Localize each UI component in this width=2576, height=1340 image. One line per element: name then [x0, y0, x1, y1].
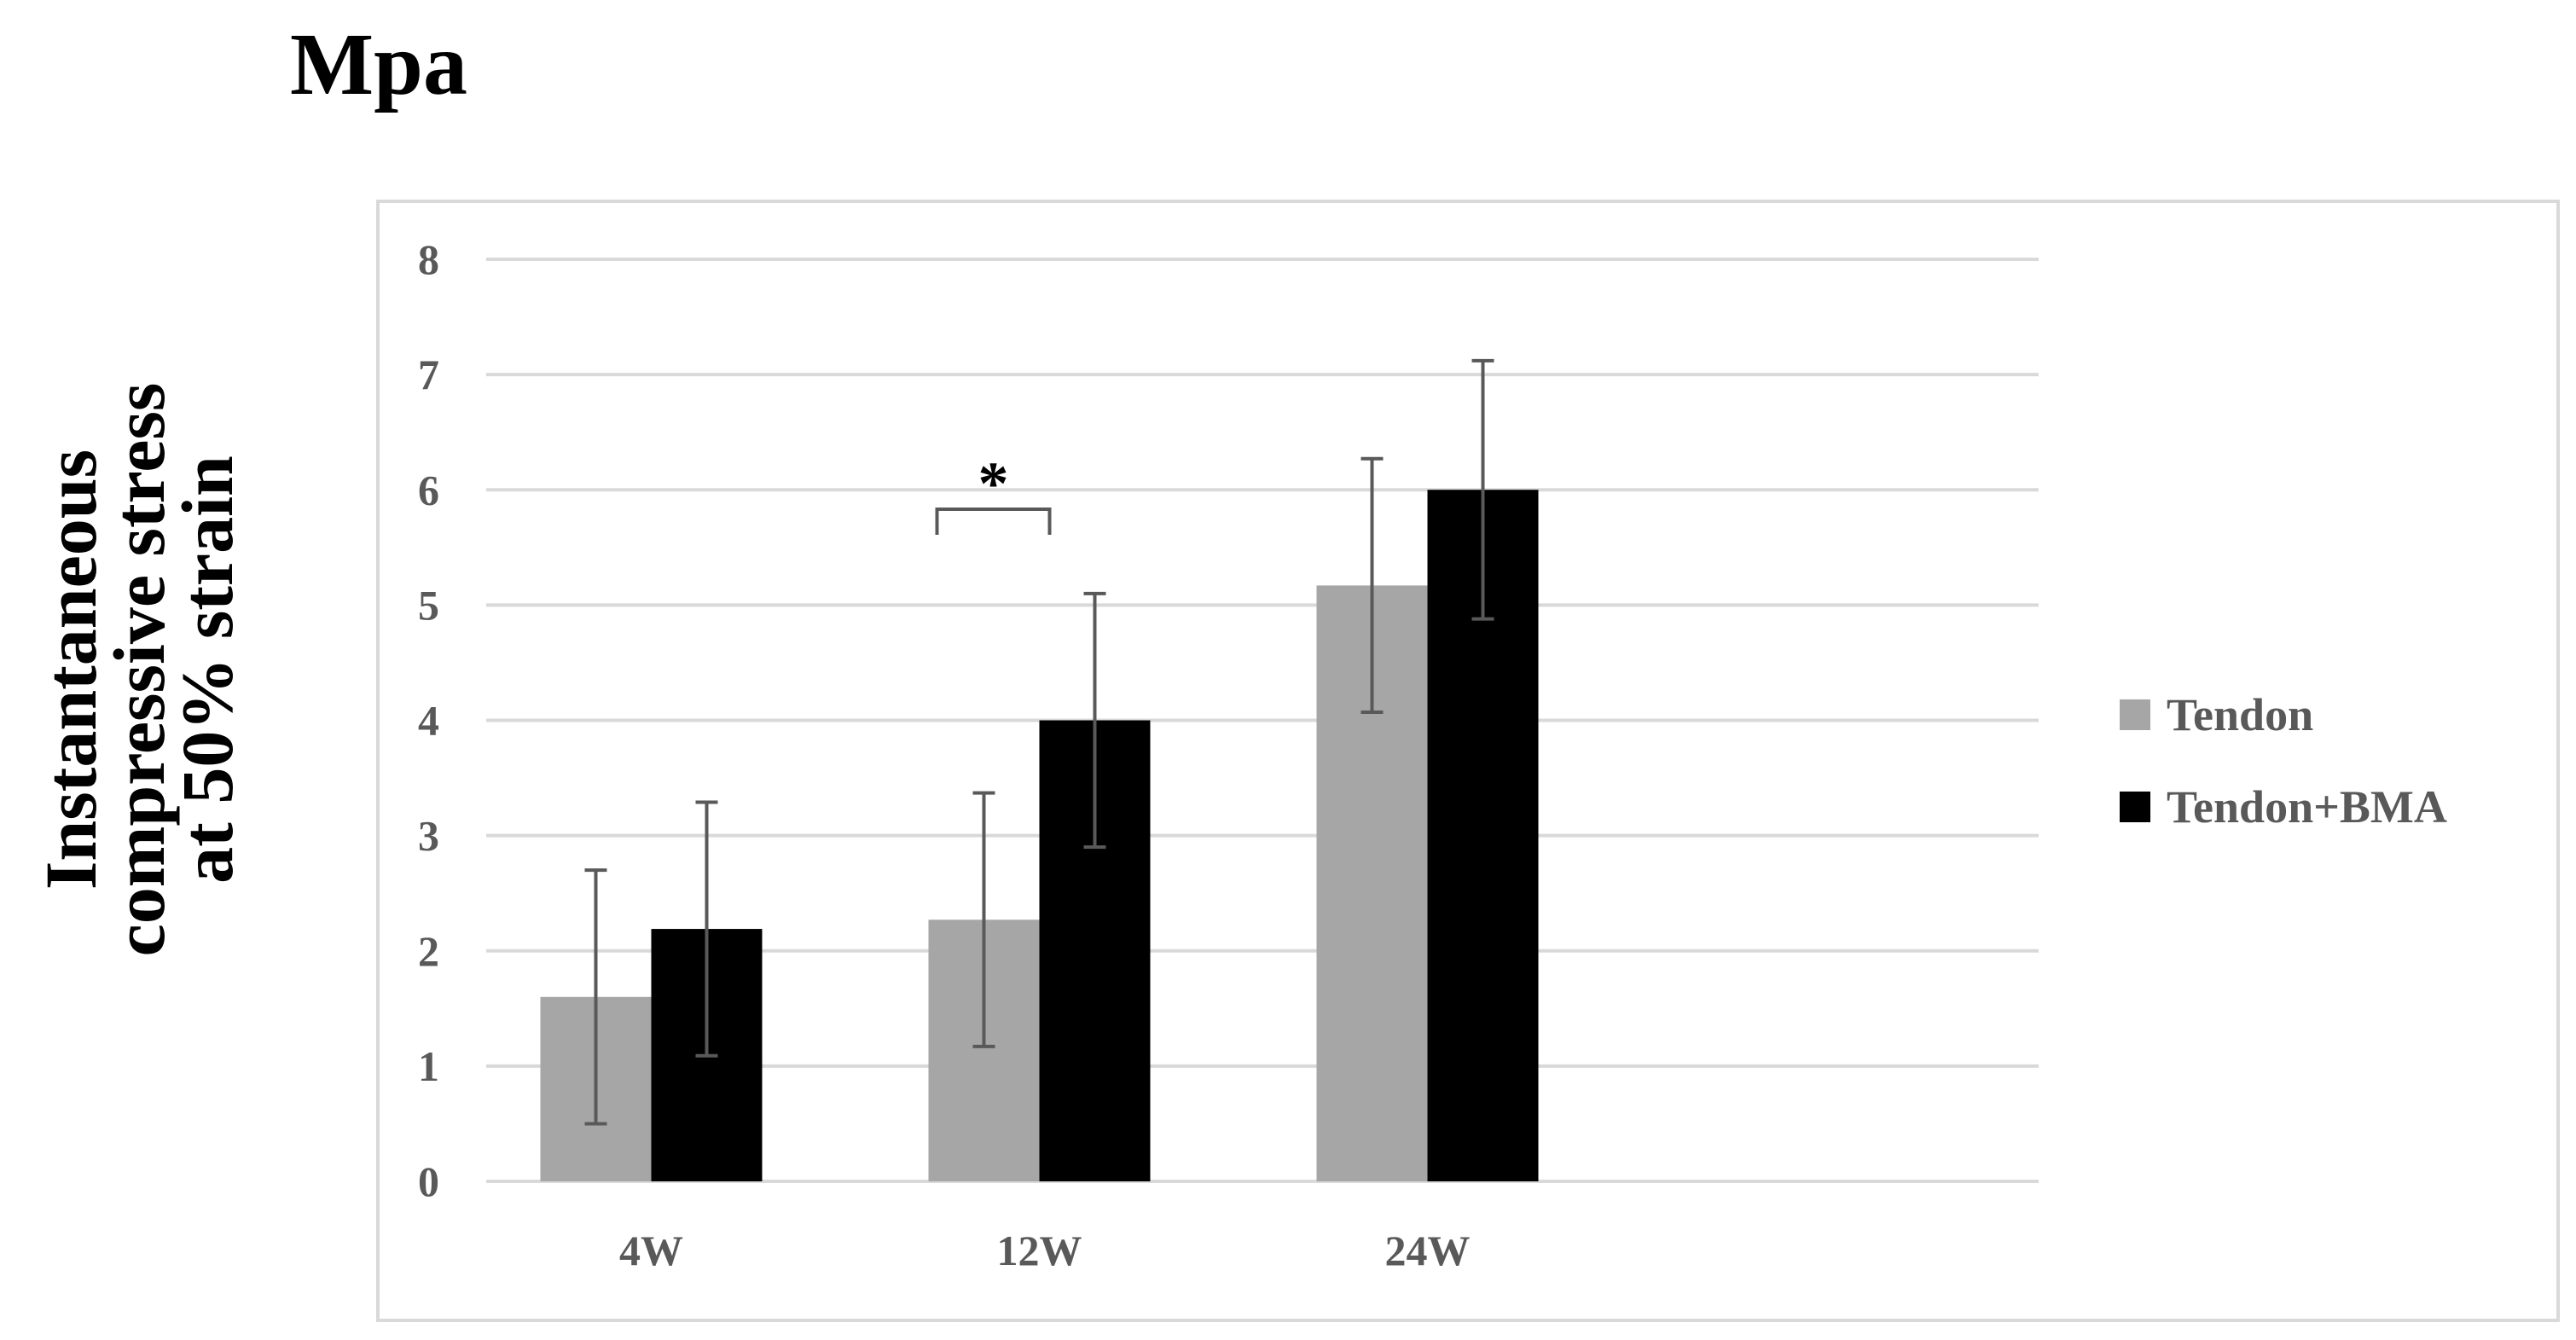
y-tick-label: 3	[418, 812, 439, 860]
y-tick-label: 6	[418, 466, 439, 513]
x-tick-labels: 4W 12W 24W	[619, 1227, 1471, 1274]
legend: Tendon Tendon+BMA	[2120, 689, 2447, 832]
legend-label: Tendon	[2167, 689, 2313, 740]
significance-bracket	[935, 508, 1052, 535]
y-tick-label: 4	[418, 697, 439, 745]
y-axis-label-line-3: at 50% strain	[166, 455, 248, 884]
x-tick-label: 4W	[619, 1227, 683, 1274]
significance-asterisk: *	[978, 450, 1009, 518]
y-axis-label-line-1: Instantaneous	[30, 450, 112, 890]
y-tick-label: 1	[418, 1042, 439, 1090]
y-axis-label-line-2: compressive stress	[98, 383, 180, 957]
y-tick-label: 0	[418, 1157, 439, 1205]
y-tick-label: 7	[418, 351, 439, 398]
y-axis-label: Instantaneous compressive stress at 50% …	[30, 383, 248, 957]
y-tick-label: 5	[418, 581, 439, 629]
x-tick-label: 24W	[1385, 1227, 1471, 1274]
legend-swatch	[2120, 699, 2150, 730]
legend-swatch	[2120, 792, 2150, 822]
y-tick-label: 8	[418, 235, 439, 283]
chart-frame	[376, 200, 2560, 1322]
significance-annotations: *	[935, 450, 1052, 535]
y-tick-label: 2	[418, 927, 439, 975]
x-tick-label: 12W	[997, 1227, 1082, 1274]
unit-label: Mpa	[290, 15, 467, 113]
error-bars	[584, 358, 1494, 1126]
y-tick-labels: 0 1 2 3 4 5 6 7 8	[418, 235, 439, 1205]
legend-label: Tendon+BMA	[2167, 781, 2447, 832]
